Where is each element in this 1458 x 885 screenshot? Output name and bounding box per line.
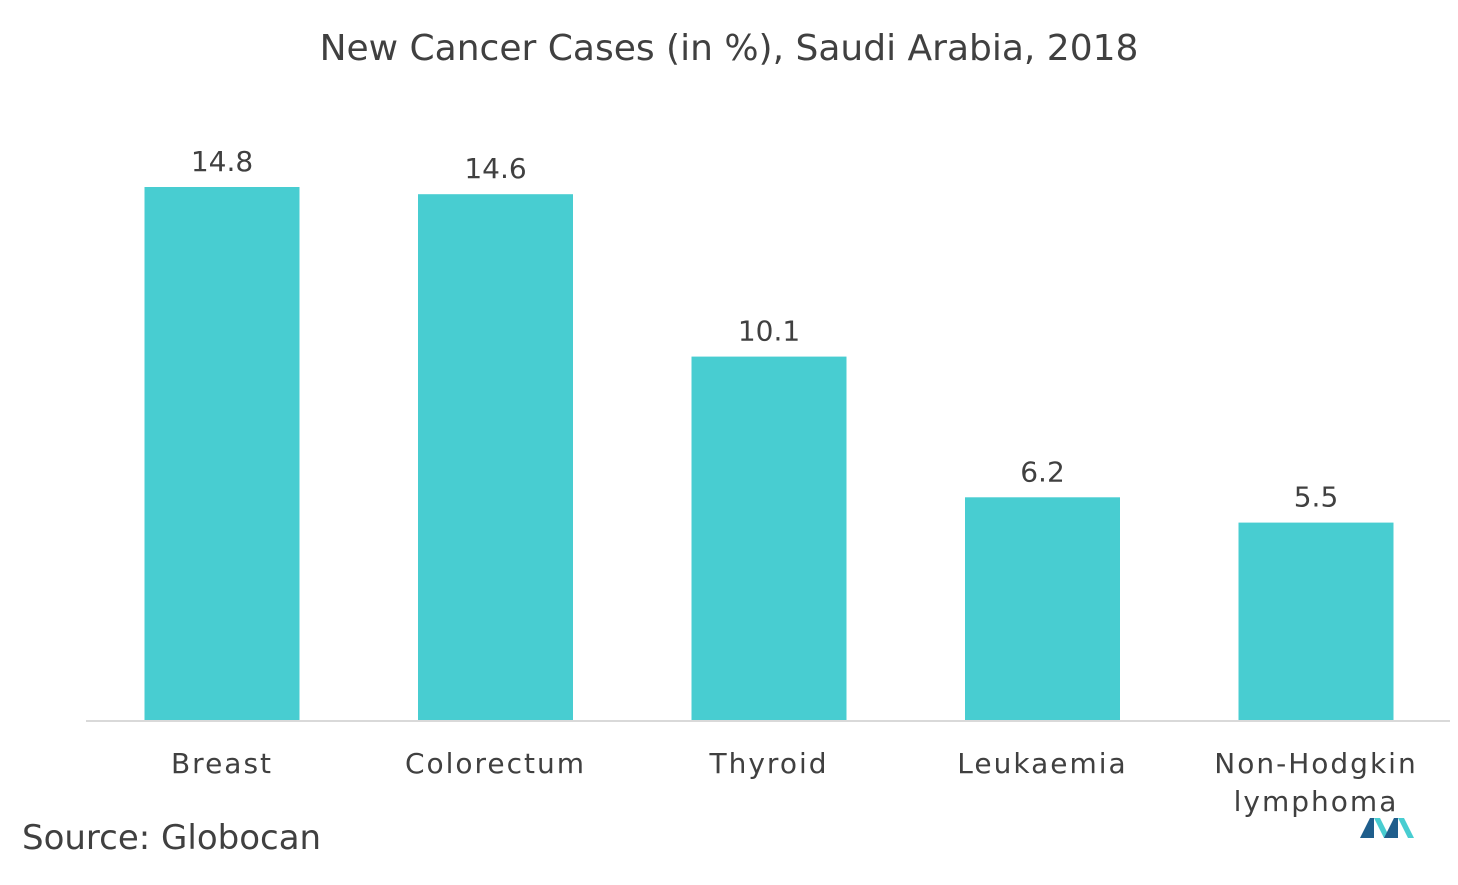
bar-colorectum [418,194,573,721]
value-label: 14.8 [191,145,253,178]
bar-non-hodgkin-lymphoma [1238,522,1394,721]
category-label: lymphoma [1234,785,1399,818]
value-label: 10.1 [738,315,800,348]
category-labels-group: Breast Colorectum Thyroid Leukaemia Non-Hodg… [171,747,1417,818]
bar-thyroid [691,356,847,721]
category-label: Thyroid [709,747,829,780]
bar-breast [144,187,300,721]
source-note: Source: Globocan [22,818,322,858]
bars-group [144,187,1394,721]
bar-leukaemia [965,497,1120,721]
value-label: 6.2 [1020,455,1065,488]
category-label: Non-Hodgkin [1214,747,1417,780]
chart-title: New Cancer Cases (in %), Saudi Arabia, 2… [319,28,1139,69]
category-label: Leukaemia [957,747,1127,780]
category-label: Colorectum [405,747,586,780]
brand-logo-icon [1360,818,1414,838]
value-labels-group: 14.8 14.6 10.1 6.2 5.5 [191,145,1338,514]
category-label: Breast [171,747,273,780]
value-label: 14.6 [464,152,526,185]
value-label: 5.5 [1294,481,1339,514]
